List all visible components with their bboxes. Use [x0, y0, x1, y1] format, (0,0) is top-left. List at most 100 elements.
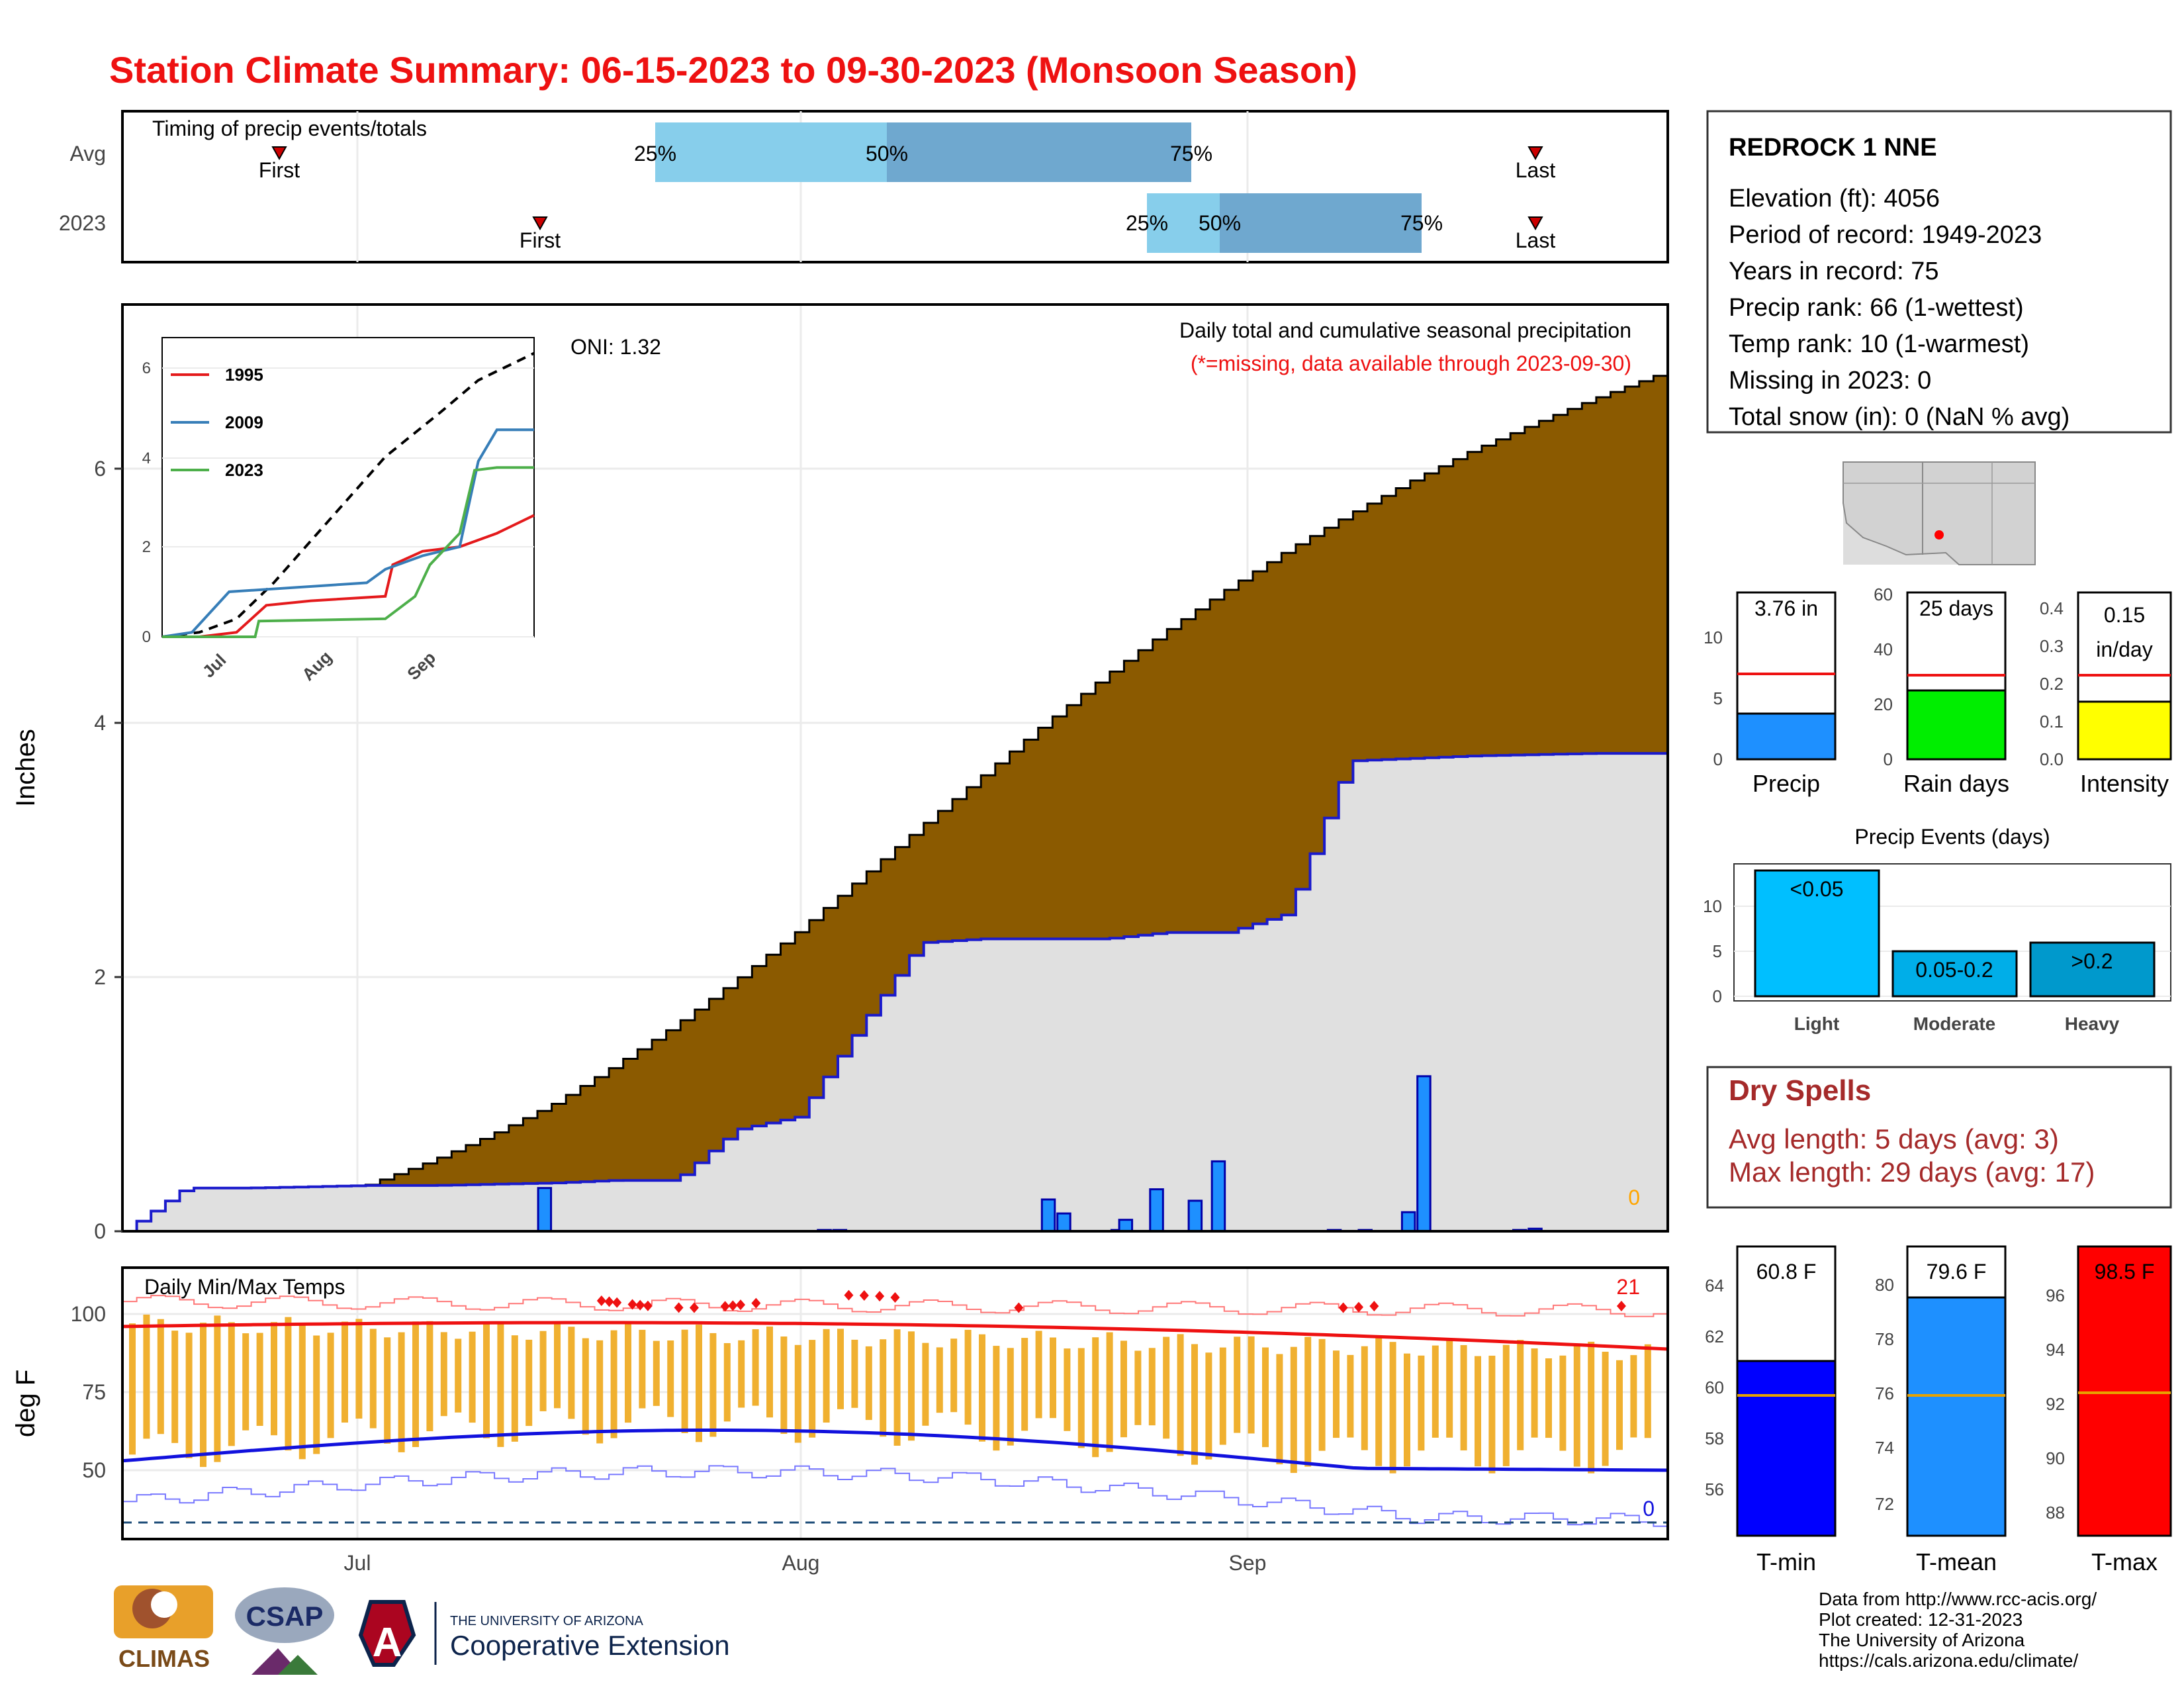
daily-temp-bar — [1276, 1354, 1283, 1465]
footer-data-source: Data from http://www.rcc-acis.org/ — [1819, 1589, 2097, 1609]
timing-2023-q25-q50 — [1147, 193, 1220, 253]
tmean-label: T-mean — [1916, 1548, 1997, 1575]
daily-temp-bar — [936, 1347, 943, 1413]
station-years: Years in record: 75 — [1729, 258, 1939, 285]
daily-temp-bar — [893, 1329, 901, 1446]
daily-temp-bar — [497, 1323, 504, 1447]
daily-temp-bar — [539, 1331, 547, 1411]
tmax-ytick-92: 92 — [2046, 1394, 2065, 1414]
events-cat-light: Light — [1794, 1013, 1839, 1034]
events-moderate-label: 0.05-0.2 — [1915, 958, 1993, 982]
daily-precip-bar — [1149, 1188, 1164, 1233]
daily-temp-bar — [1531, 1348, 1538, 1438]
ua-logo-title: THE UNIVERSITY OF ARIZONA — [450, 1614, 644, 1628]
daily-precip-bar — [537, 1187, 553, 1233]
daily-temp-bar — [1616, 1360, 1623, 1450]
daily-temp-bar — [355, 1319, 363, 1419]
dry-spells-box: Dry Spells Avg length: 5 days (avg: 3) M… — [1706, 1066, 2172, 1209]
station-precip-rank: Precip rank: 66 (1-wettest) — [1729, 294, 2024, 322]
daily-temp-bar — [780, 1336, 788, 1434]
footer-university: The University of Arizona — [1819, 1630, 2025, 1650]
daily-temp-bar — [639, 1329, 646, 1409]
daily-precip-bar — [1056, 1212, 1071, 1233]
daily-temp-bar — [455, 1338, 462, 1413]
daily-temp-bar — [1134, 1350, 1142, 1425]
daily-temp-bar — [1050, 1337, 1056, 1419]
tmin-ytick-56: 56 — [1705, 1479, 1724, 1499]
daily-temp-bar — [1460, 1345, 1467, 1451]
daily-temp-bar — [610, 1330, 617, 1438]
precip-panel: Daily total and cumulative seasonal prec… — [11, 303, 1669, 1243]
inset-ytick-4: 4 — [142, 449, 151, 467]
daily-temp-bar — [1035, 1331, 1042, 1419]
tmean-ytick-80: 80 — [1875, 1275, 1894, 1295]
daily-temp-bar — [313, 1335, 320, 1454]
daily-temp-bar — [185, 1333, 193, 1458]
precip-ytick-4: 4 — [94, 711, 106, 735]
xtick-jul: Jul — [344, 1551, 371, 1575]
daily-temp-bar — [950, 1338, 958, 1413]
timing-2023-last-marker — [1527, 216, 1543, 231]
record-high-marker — [1369, 1301, 1379, 1312]
locator-map — [1843, 461, 2036, 565]
daily-temp-bar — [1361, 1346, 1368, 1450]
daily-temp-bar — [709, 1333, 717, 1437]
dry-spells-max: Max length: 29 days (avg: 17) — [1729, 1156, 2095, 1188]
tmax-bar — [2077, 1245, 2172, 1537]
footer-url: https://cals.arizona.edu/climate/ — [1819, 1650, 2078, 1671]
daily-temp-bar — [511, 1335, 518, 1442]
record-high-marker — [596, 1295, 606, 1306]
daily-temp-bar — [809, 1340, 816, 1438]
daily-temp-bar — [1205, 1352, 1212, 1460]
tmin-ytick-64: 64 — [1705, 1276, 1724, 1295]
events-heavy-label: >0.2 — [2071, 949, 2113, 973]
intensity-ytick-02: 0.2 — [2040, 674, 2064, 694]
daily-temp-bar — [681, 1329, 688, 1433]
station-info: REDROCK 1 NNE Elevation (ft): 4056 Perio… — [1706, 110, 2172, 434]
daily-temp-bar — [1475, 1356, 1481, 1467]
temp-ytick-100: 100 — [71, 1302, 106, 1326]
daily-temp-bar — [256, 1333, 263, 1426]
daily-temp-bar — [1177, 1334, 1184, 1456]
intensity-bar — [2077, 700, 2172, 761]
avg-min-line — [122, 1429, 1668, 1472]
daily-temp-bar — [1418, 1355, 1425, 1451]
daily-temp-bar — [1517, 1340, 1524, 1450]
daily-temp-bar — [766, 1326, 773, 1418]
daily-precip-bar — [1118, 1219, 1134, 1233]
record-low-count: 0 — [1643, 1497, 1655, 1521]
timing-2023-first-marker — [532, 216, 548, 231]
daily-temp-bar — [1545, 1358, 1552, 1438]
tmean-bar — [1906, 1296, 2007, 1537]
station-location-marker — [1934, 530, 1944, 539]
tmin-bar-chart: 60.8 F 56 58 60 62 64 T-min — [1705, 1245, 1837, 1575]
timing-avg-q50: 50% — [866, 142, 908, 165]
timing-2023-last: Last — [1516, 228, 1556, 252]
daily-temp-bar — [271, 1322, 277, 1436]
timing-avg-label: Avg — [69, 142, 106, 165]
xtick-aug: Aug — [782, 1551, 820, 1575]
record-high-marker — [689, 1302, 699, 1313]
record-high-marker — [751, 1297, 761, 1309]
daily-temp-bar — [964, 1329, 972, 1425]
intensity-unit: in/day — [2096, 637, 2152, 661]
daily-temp-bar — [341, 1321, 348, 1423]
xtick-sep: Sep — [1229, 1551, 1267, 1575]
precip-total-value: 3.76 in — [1754, 596, 1818, 620]
daily-temp-bar — [1559, 1355, 1567, 1451]
tmax-ytick-88: 88 — [2046, 1503, 2065, 1523]
daily-temp-bar — [214, 1315, 221, 1462]
record-high-marker — [1354, 1301, 1363, 1313]
station-name: REDROCK 1 NNE — [1729, 134, 1937, 162]
inset-avg-line — [161, 352, 535, 638]
temp-range-bars — [129, 1314, 1651, 1474]
daily-temp-bar — [582, 1338, 589, 1435]
avg-max-line — [122, 1321, 1668, 1351]
timing-avg-q50-q75 — [887, 122, 1191, 182]
intensity-ytick-03: 0.3 — [2040, 636, 2064, 656]
temp-ytick-75: 75 — [82, 1380, 106, 1404]
timing-panel: Timing of precip events/totals Avg 25% 5… — [59, 110, 1669, 263]
events-moderate-bar — [1891, 950, 2018, 998]
temp-ytick-50: 50 — [82, 1458, 106, 1482]
timing-title: Timing of precip events/totals — [152, 117, 427, 140]
